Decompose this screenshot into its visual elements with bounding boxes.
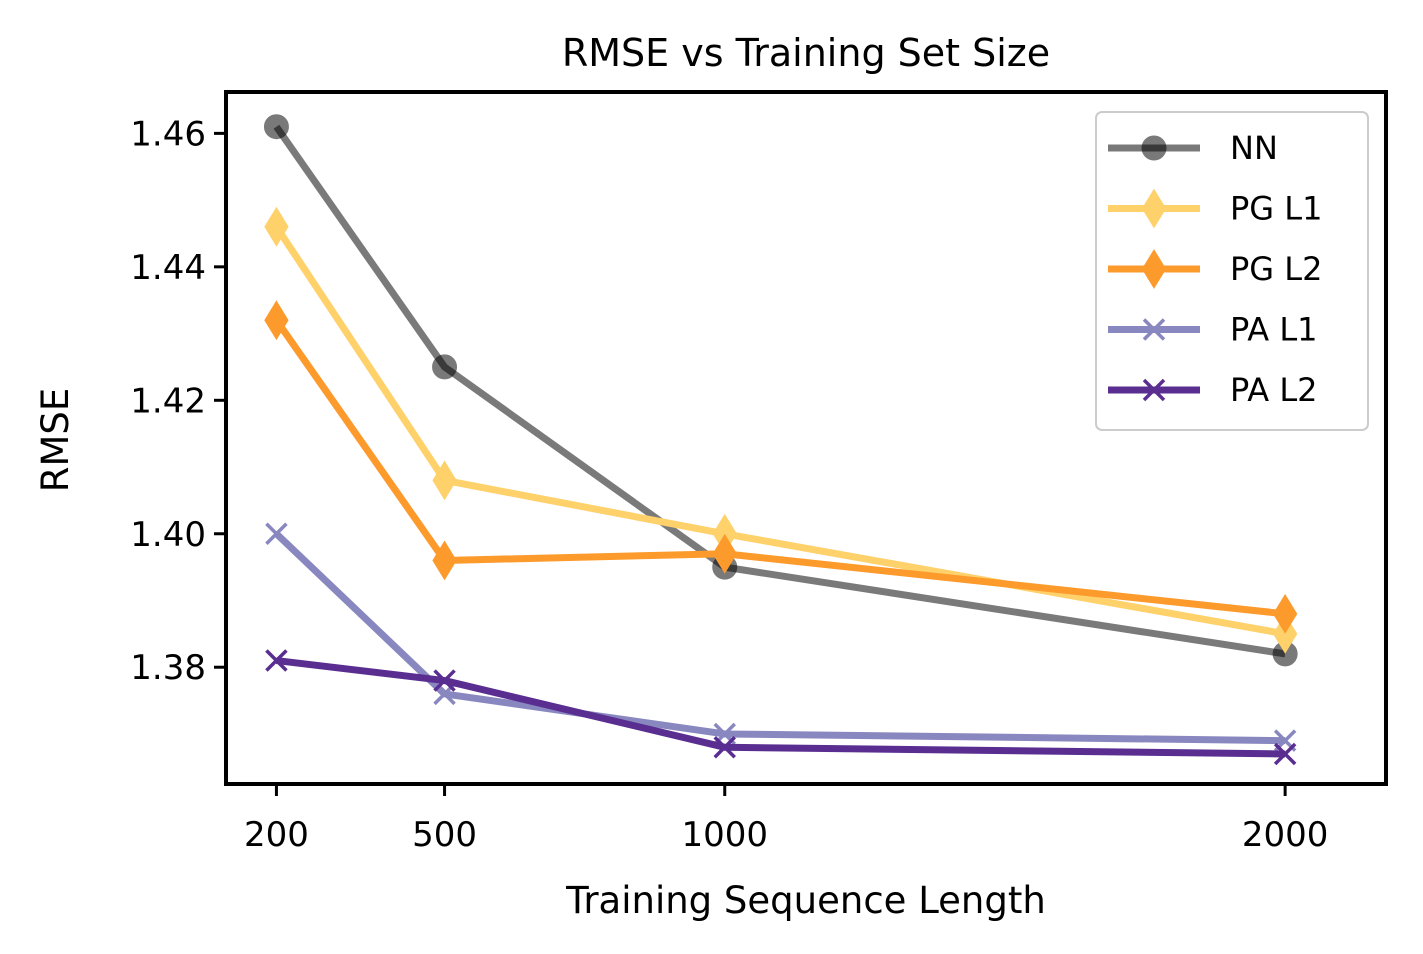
y-tick-label: 1.38: [130, 648, 206, 688]
series-pg-l2: [264, 300, 1298, 634]
legend-label: PG L1: [1230, 190, 1322, 228]
diamond-marker: [264, 300, 289, 341]
diamond-marker: [264, 206, 289, 247]
x-axis: 200 500 1000 2000: [244, 784, 1328, 855]
circle-marker: [1141, 135, 1167, 161]
legend-item: PG L1: [1108, 188, 1322, 229]
x-marker: [713, 736, 736, 759]
legend-label: PA L2: [1230, 371, 1318, 409]
legend-label: NN: [1230, 129, 1278, 167]
legend-item: PG L2: [1108, 249, 1322, 289]
circle-marker: [263, 114, 289, 140]
plot-frame: [224, 90, 1388, 786]
diamond-marker: [432, 540, 457, 581]
diamond-marker: [1141, 188, 1167, 229]
series-pa-l2: [265, 649, 1297, 766]
diamond-marker: [432, 460, 457, 501]
x-marker: [433, 669, 456, 692]
legend-item: PA L1: [1108, 311, 1318, 349]
x-axis-title: Training Sequence Length: [565, 879, 1046, 922]
legend: NN PG L1 PG L2 PA L1 PA L2: [1095, 111, 1369, 431]
diamond-marker: [712, 533, 737, 574]
x-marker: [1142, 318, 1166, 341]
y-axis-title: RMSE: [34, 388, 77, 493]
x-tick-label: 2000: [1242, 815, 1329, 855]
legend-item: PA L2: [1108, 371, 1318, 409]
y-tick-label: 1.40: [130, 515, 206, 555]
legend-item: NN: [1108, 129, 1278, 167]
series-layer: [263, 114, 1298, 766]
legend-box: [1095, 111, 1369, 431]
series-line: [276, 657, 1286, 758]
y-tick-label: 1.46: [130, 114, 206, 154]
series-line: [273, 124, 1286, 658]
x-marker: [1142, 378, 1166, 402]
x-tick-label: 500: [412, 815, 477, 855]
legend-label: PG L2: [1230, 250, 1322, 288]
x-marker: [265, 649, 288, 672]
series-line: [274, 531, 1286, 745]
x-tick-label: 200: [244, 815, 309, 855]
x-tick-label: 1000: [681, 815, 768, 855]
series-line: [273, 318, 1286, 618]
y-axis: 1.38 1.40 1.42 1.44 1.46: [130, 114, 226, 688]
diamond-marker: [1272, 613, 1298, 654]
chart-title: RMSE vs Training Set Size: [562, 31, 1050, 75]
diamond-marker: [1141, 249, 1167, 289]
y-tick-label: 1.44: [130, 248, 206, 288]
legend-label: PA L1: [1230, 311, 1318, 349]
y-tick-label: 1.42: [130, 381, 206, 421]
x-marker: [1273, 742, 1297, 766]
diamond-marker: [1272, 593, 1298, 634]
x-marker: [265, 522, 288, 545]
circle-marker: [432, 354, 458, 380]
